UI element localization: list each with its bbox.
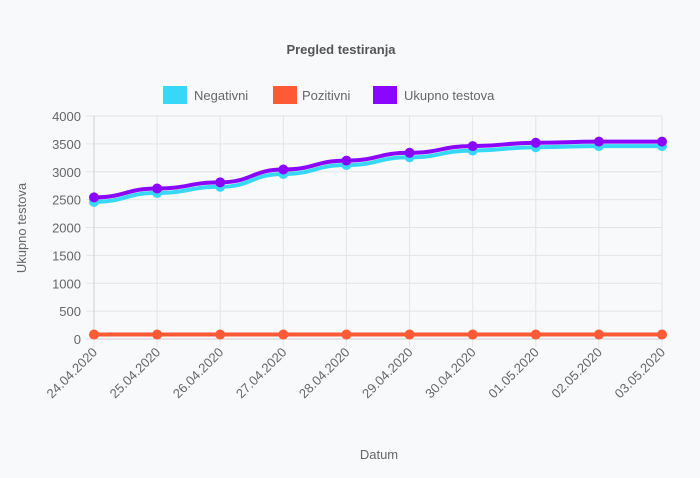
chart-legend: Negativni Pozitivni Ukupno testova xyxy=(163,86,495,104)
data-point[interactable] xyxy=(152,183,163,194)
series-line xyxy=(92,139,664,200)
y-tick-label: 2000 xyxy=(52,221,81,236)
x-tick-label: 24.04.2020 xyxy=(43,345,100,402)
x-tick-label: 03.05.2020 xyxy=(611,345,668,402)
chart-title: Pregled testiranja xyxy=(286,42,396,57)
x-axis-title: Datum xyxy=(360,447,398,462)
chart-grid xyxy=(86,115,663,347)
x-axis: 24.04.2020 25.04.2020 26.04.2020 27.04.2020… xyxy=(43,338,668,402)
data-point[interactable] xyxy=(278,329,289,340)
y-tick-label: 0 xyxy=(74,332,81,347)
data-point[interactable] xyxy=(341,329,352,340)
x-tick-label: 29.04.2020 xyxy=(359,345,416,402)
x-tick-label: 30.04.2020 xyxy=(422,345,479,402)
data-point[interactable] xyxy=(467,141,478,152)
data-point[interactable] xyxy=(593,329,604,340)
data-point[interactable] xyxy=(341,155,352,166)
y-tick-label: 3500 xyxy=(52,137,81,152)
data-point[interactable] xyxy=(657,136,667,147)
y-axis-title: Ukupno testova xyxy=(14,182,29,273)
data-point[interactable] xyxy=(215,177,226,188)
y-tick-label: 3000 xyxy=(52,165,81,180)
y-tick-label: 500 xyxy=(59,304,81,319)
y-tick-label: 2500 xyxy=(52,193,81,208)
x-tick-label: 27.04.2020 xyxy=(233,345,290,402)
data-point[interactable] xyxy=(467,329,478,340)
legend-swatch xyxy=(373,86,397,104)
legend-swatch xyxy=(163,86,187,104)
series-ukupno-testova xyxy=(89,136,667,203)
legend-label: Negativni xyxy=(194,88,248,103)
x-tick-label: 26.04.2020 xyxy=(170,345,227,402)
data-point[interactable] xyxy=(89,192,99,203)
data-point[interactable] xyxy=(530,137,541,148)
data-point[interactable] xyxy=(404,147,415,158)
series-negativni xyxy=(89,141,667,207)
chart-series-group xyxy=(89,136,667,340)
x-tick-label: 01.05.2020 xyxy=(485,345,542,402)
y-tick-label: 1500 xyxy=(52,248,81,263)
x-tick-label: 02.05.2020 xyxy=(548,345,605,402)
x-tick-label: 28.04.2020 xyxy=(296,345,353,402)
data-point[interactable] xyxy=(404,329,415,340)
series-line xyxy=(92,144,664,204)
data-point[interactable] xyxy=(278,164,289,175)
legend-label: Ukupno testova xyxy=(404,88,495,103)
series-pozitivni xyxy=(89,329,667,340)
legend-label: Pozitivni xyxy=(302,88,351,103)
data-point[interactable] xyxy=(215,329,226,340)
legend-swatch xyxy=(273,86,297,104)
data-point[interactable] xyxy=(89,329,99,340)
data-point[interactable] xyxy=(593,136,604,147)
data-point[interactable] xyxy=(530,329,541,340)
y-tick-label: 4000 xyxy=(52,109,81,124)
legend-item[interactable]: Negativni xyxy=(163,86,248,104)
x-tick-label: 25.04.2020 xyxy=(107,345,164,402)
data-point[interactable] xyxy=(152,329,163,340)
legend-item[interactable]: Ukupno testova xyxy=(373,86,495,104)
y-axis: 0 500 1000 1500 2000 2500 3000 3500 4000 xyxy=(52,109,95,347)
y-tick-label: 1000 xyxy=(52,276,81,291)
legend-item[interactable]: Pozitivni xyxy=(273,86,351,104)
data-point[interactable] xyxy=(657,329,667,340)
